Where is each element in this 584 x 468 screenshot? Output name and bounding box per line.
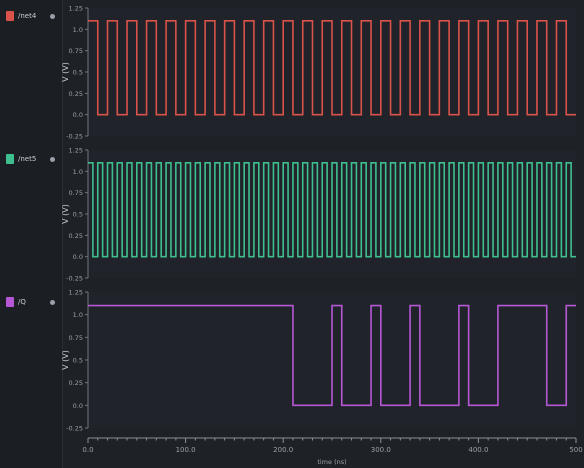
waveform-line-net4	[88, 20, 576, 116]
x-tick-label: 400.0	[468, 446, 488, 454]
waveform-line-q	[88, 304, 576, 407]
y-tick-label: 0.75	[69, 47, 83, 55]
visibility-toggle-icon[interactable]	[50, 14, 55, 19]
y-tick-label: 0.5	[73, 357, 83, 365]
signal-label: /Q	[18, 298, 26, 306]
x-tick-label: 500	[569, 446, 582, 454]
x-tick-label: 0.0	[82, 446, 93, 454]
signal-list: /net4 /net5 /Q	[0, 0, 63, 468]
y-tick-label: 0.75	[69, 189, 83, 197]
x-axis-label: time (ns)	[317, 458, 346, 466]
visibility-toggle-icon[interactable]	[50, 300, 55, 305]
y-tick-label: 0.75	[69, 334, 83, 342]
y-tick-label: -0.25	[66, 425, 83, 433]
y-tick-label: -0.25	[66, 275, 83, 283]
x-tick-label: 300.0	[371, 446, 391, 454]
signal-label: /net4	[18, 12, 37, 20]
y-tick-label: 0.5	[73, 69, 83, 77]
signal-color-swatch	[6, 154, 14, 164]
y-tick-label: 1.25	[69, 147, 83, 155]
waveform-chart-svg[interactable]: 1.25 1.0 0.75 0.5 0.25 0.0 -0.25 V (V) 1.25 1.0 0.…	[62, 0, 584, 468]
y-tick-label: 1.0	[73, 168, 83, 176]
y-tick-label: 1.25	[69, 289, 83, 297]
y-tick-label: 1.0	[73, 26, 83, 34]
signal-row-net5[interactable]: /net5	[6, 153, 36, 165]
y-tick-label: 0.0	[73, 111, 83, 119]
y-tick-label: 1.0	[73, 311, 83, 319]
y-tick-label: 1.25	[69, 5, 83, 13]
y-tick-label: 0.0	[73, 402, 83, 410]
y-axis-label: V (V)	[62, 350, 70, 370]
y-tick-label: 0.0	[73, 253, 83, 261]
y-tick-label: 0.25	[69, 90, 83, 98]
waveform-plot-area[interactable]: 1.25 1.0 0.75 0.5 0.25 0.0 -0.25 V (V) 1.25 1.0 0.…	[62, 0, 584, 468]
y-axis-label: V (V)	[62, 62, 70, 82]
y-tick-label: -0.25	[66, 133, 83, 141]
y-tick-label: 0.25	[69, 232, 83, 240]
y-tick-label: 0.25	[69, 379, 83, 387]
x-tick-label: 100.0	[176, 446, 196, 454]
signal-color-swatch	[6, 297, 14, 307]
signal-label: /net5	[18, 155, 37, 163]
y-axis-label: V (V)	[62, 204, 70, 224]
signal-row-net4[interactable]: /net4	[6, 10, 36, 22]
y-tick-label: 0.5	[73, 211, 83, 219]
waveform-line-net5	[88, 162, 576, 258]
x-tick-label: 200.0	[273, 446, 293, 454]
signal-color-swatch	[6, 11, 14, 21]
signal-row-q[interactable]: /Q	[6, 296, 26, 308]
visibility-toggle-icon[interactable]	[50, 157, 55, 162]
